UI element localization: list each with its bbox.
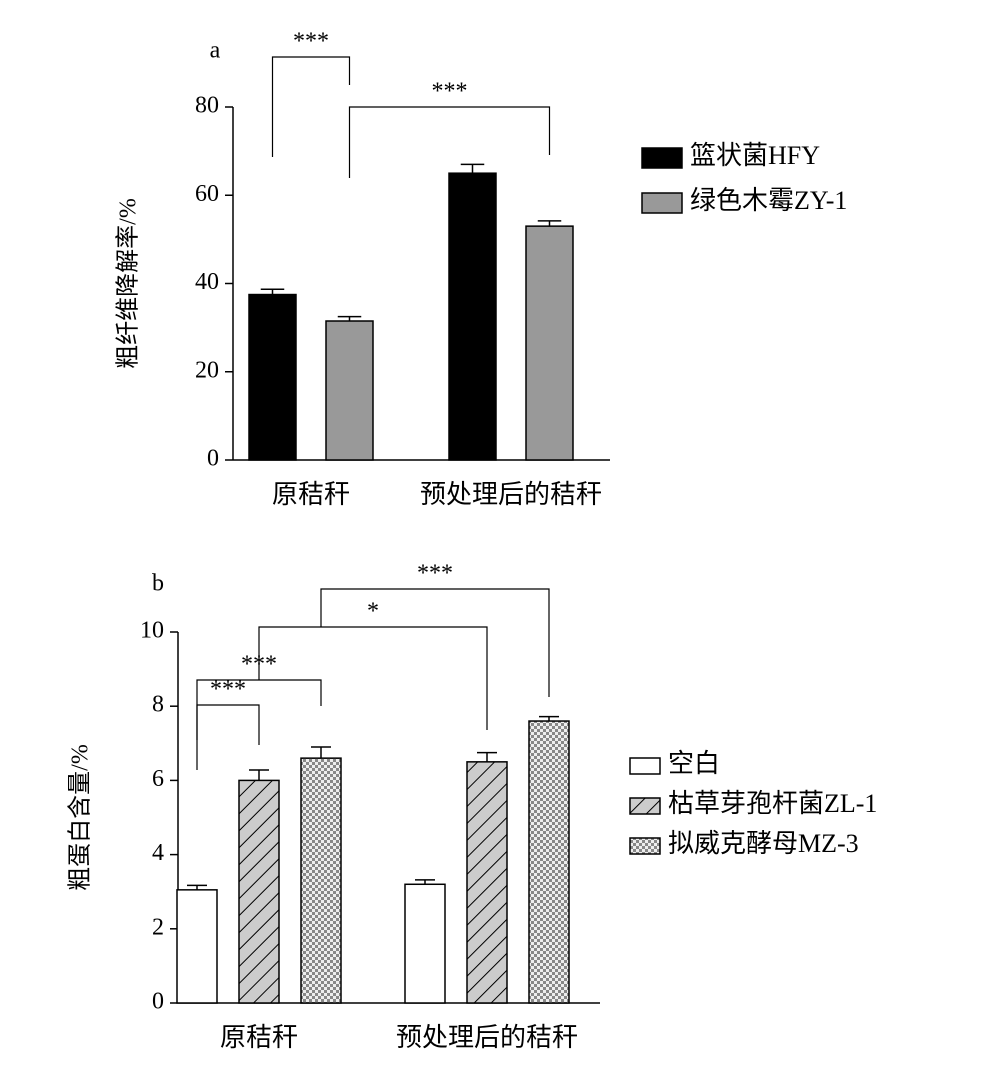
panel-label: b: [152, 571, 164, 597]
legend-swatch: [629, 797, 661, 815]
y-tick-label: 20: [195, 357, 219, 383]
bar: [404, 883, 446, 1004]
bar: [238, 779, 280, 1004]
bar: [448, 172, 497, 461]
error-bar: [539, 715, 559, 722]
error-bar: [337, 315, 362, 322]
y-tick-label: 0: [152, 989, 164, 1015]
error-bar: [260, 288, 285, 295]
y-tick-label: 10: [140, 618, 164, 644]
bar: [176, 889, 218, 1004]
bar: [466, 761, 508, 1004]
y-axis-label: 粗纤维降解率/%: [115, 198, 142, 369]
significance-label: ***: [432, 79, 468, 105]
legend-label: 空白: [668, 749, 720, 778]
y-tick-label: 8: [152, 692, 164, 718]
significance-bracket: [196, 704, 260, 745]
x-tick-label: 原秸秆: [220, 1023, 298, 1052]
bar: [300, 757, 342, 1004]
x-tick-label: 预处理后的秸秆: [396, 1023, 578, 1052]
bar: [525, 225, 574, 461]
legend-label: 绿色木霉ZY-1: [690, 186, 847, 215]
legend-swatch: [641, 192, 683, 214]
error-bar: [537, 220, 562, 227]
bar: [528, 720, 570, 1004]
legend-label: 拟威克酵母MZ-3: [668, 829, 859, 858]
error-bar: [249, 769, 269, 781]
y-tick-label: 0: [207, 446, 219, 472]
legend-label: 篮状菌HFY: [690, 141, 820, 170]
significance-bracket: [348, 106, 551, 178]
legend-swatch: [629, 757, 661, 775]
y-tick-label: 6: [152, 766, 164, 792]
y-tick-label: 80: [195, 93, 219, 119]
significance-bracket: [258, 626, 488, 730]
significance-label: ***: [417, 561, 453, 587]
y-tick-label: 2: [152, 914, 164, 940]
x-tick-label: 原秸秆: [272, 480, 350, 509]
y-tick-label: 40: [195, 269, 219, 295]
significance-bracket: [271, 56, 351, 157]
significance-label: *: [367, 599, 379, 625]
legend-swatch: [629, 837, 661, 855]
error-bar: [460, 163, 485, 174]
bar: [325, 320, 374, 461]
y-tick-label: 60: [195, 181, 219, 207]
error-bar: [187, 884, 207, 890]
legend-swatch: [641, 147, 683, 169]
error-bar: [415, 879, 435, 885]
significance-label: ***: [293, 29, 329, 55]
legend-label: 枯草芽孢杆菌ZL-1: [668, 789, 877, 818]
panel-label: a: [210, 38, 221, 64]
error-bar: [311, 746, 331, 759]
y-axis-label: 粗蛋白含量/%: [67, 744, 94, 891]
x-tick-label: 预处理后的秸秆: [420, 480, 602, 509]
bar: [248, 293, 297, 461]
y-tick-label: 4: [152, 840, 164, 866]
significance-label: ***: [210, 677, 246, 703]
significance-bracket: [320, 588, 550, 697]
error-bar: [477, 751, 497, 762]
